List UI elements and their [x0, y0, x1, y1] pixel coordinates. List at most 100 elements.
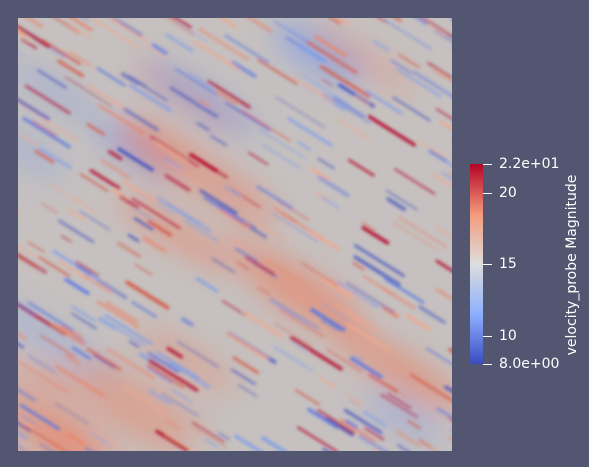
field-streak: [368, 373, 399, 394]
field-streak: [320, 276, 354, 300]
field-streak: [165, 18, 195, 36]
field-streak: [146, 366, 173, 384]
field-streak: [54, 402, 89, 425]
field-streak: [221, 300, 247, 317]
field-streak: [18, 361, 69, 394]
field-streak: [38, 147, 72, 170]
field-streak: [338, 418, 376, 443]
field-streak: [322, 447, 330, 451]
field-streak: [86, 347, 122, 371]
field-streak: [410, 373, 452, 403]
field-streak: [123, 107, 159, 132]
field-streak: [23, 421, 35, 430]
field-streak: [117, 241, 141, 258]
field-streak: [86, 122, 106, 136]
field-streak: [432, 69, 452, 83]
field-streak: [120, 73, 138, 86]
cool-region: [18, 60, 107, 127]
field-streak: [121, 72, 168, 102]
field-streak: [350, 315, 368, 327]
field-streak: [112, 19, 149, 43]
field-streak: [386, 197, 406, 211]
field-streak: [314, 35, 348, 58]
field-streak: [86, 83, 125, 109]
field-streak: [60, 235, 72, 243]
field-streak: [386, 190, 418, 211]
field-streak: [225, 101, 271, 131]
tick-label-max: 2.2e+01: [499, 156, 560, 172]
field-streak: [236, 261, 250, 271]
field-streak: [407, 420, 421, 430]
field-streak: [155, 429, 189, 451]
field-streak: [107, 149, 123, 161]
color-legend: 2.2e+01 20 15 10 8.0e+00 velocity_probe …: [468, 156, 589, 372]
field-streak: [52, 250, 100, 281]
field-streak: [96, 278, 128, 300]
field-streak: [318, 376, 337, 389]
field-streak: [412, 70, 452, 98]
warm-region: [18, 392, 127, 451]
field-streak: [53, 18, 80, 34]
field-streak: [27, 301, 74, 332]
field-streak: [337, 118, 370, 140]
field-streak: [191, 421, 225, 443]
field-streak: [30, 119, 58, 138]
field-streak: [127, 233, 140, 243]
field-streak: [106, 347, 156, 380]
field-streak: [308, 229, 341, 251]
field-streak: [438, 120, 452, 131]
field-streak: [18, 31, 31, 41]
field-streak: [384, 19, 432, 50]
field-streak: [319, 65, 371, 98]
field-streak: [64, 277, 90, 296]
field-streak: [19, 403, 61, 431]
field-streak: [20, 414, 36, 425]
field-streak: [261, 143, 302, 170]
field-streak: [218, 207, 250, 229]
field-streak: [96, 300, 140, 329]
field-streak: [119, 195, 140, 210]
field-streak: [426, 23, 447, 37]
field-streak: [147, 351, 180, 374]
field-streak: [151, 43, 168, 55]
field-streak: [125, 280, 170, 310]
cool-region: [366, 389, 442, 443]
field-streak: [392, 96, 431, 122]
field-streak: [326, 349, 363, 373]
field-streak: [204, 438, 219, 449]
field-streak: [417, 139, 444, 157]
velocity-field-plot[interactable]: [18, 18, 452, 451]
field-streak: [384, 277, 425, 304]
field-streak: [291, 341, 309, 353]
field-streak: [325, 417, 354, 437]
render-viewport[interactable]: [18, 18, 452, 451]
field-streak: [117, 147, 154, 172]
field-streak: [310, 308, 346, 332]
field-streak: [25, 18, 44, 28]
field-streak: [430, 172, 452, 189]
field-streak: [219, 18, 238, 29]
field-streak: [237, 384, 258, 397]
field-streak: [363, 410, 387, 427]
tick-mark-min: [483, 364, 492, 365]
field-streak: [306, 41, 358, 75]
field-streak: [99, 316, 146, 347]
field-streak: [82, 274, 113, 294]
field-streak: [51, 323, 86, 346]
field-streak: [18, 25, 51, 48]
field-streak: [129, 84, 173, 113]
field-streak: [276, 199, 310, 222]
field-streak: [353, 255, 401, 287]
field-streak: [275, 96, 326, 129]
field-streak: [231, 60, 257, 78]
field-streak: [396, 444, 410, 451]
field-streak: [240, 109, 292, 142]
field-streak: [211, 257, 235, 273]
field-streak: [269, 298, 320, 330]
field-streak: [427, 62, 452, 79]
field-streak: [38, 256, 71, 278]
field-streak: [352, 261, 365, 271]
field-streak: [321, 78, 334, 87]
cool-region: [274, 21, 364, 86]
field-streak: [393, 18, 402, 23]
